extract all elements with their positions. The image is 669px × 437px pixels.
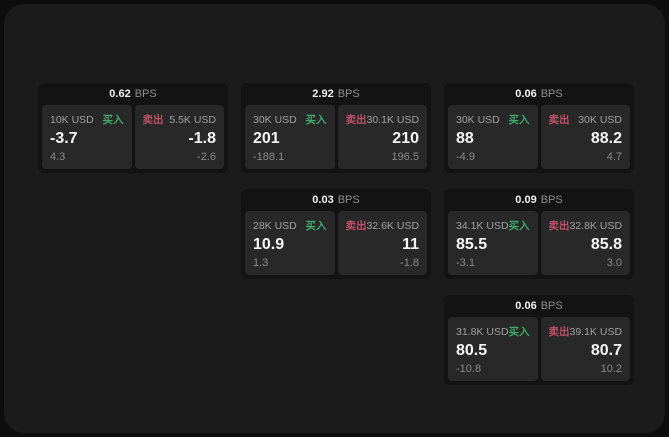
sell-notional: 32.8K USD xyxy=(569,220,623,232)
sell-notional: 30.1K USD xyxy=(366,114,420,126)
quote-card: 2.92 BPS 30K USD 买入 201 -188.1 卖出 xyxy=(241,83,431,173)
sell-delta: 10.2 xyxy=(600,363,622,375)
quote-panels: 30K USD 买入 88 -4.9 卖出 30K USD 88.2 4.7 xyxy=(448,105,630,169)
card-header: 0.03 BPS xyxy=(245,189,427,211)
buy-delta: 1.3 xyxy=(253,257,269,269)
buy-quote-tile[interactable]: 34.1K USD 买入 85.5 -3.1 xyxy=(448,211,538,275)
sell-price: 80.7 xyxy=(590,342,622,359)
sell-notional: 30K USD xyxy=(578,114,622,126)
sell-price: 88.2 xyxy=(590,130,622,147)
card-header: 0.06 BPS xyxy=(448,83,630,105)
sell-delta: 4.7 xyxy=(606,151,622,163)
bps-unit: BPS xyxy=(337,88,360,100)
sell-side-label: 卖出 xyxy=(345,220,367,232)
bps-unit: BPS xyxy=(540,88,563,100)
card-header: 2.92 BPS xyxy=(245,83,427,105)
buy-delta: -188.1 xyxy=(253,151,285,163)
buy-notional: 30K USD xyxy=(253,114,297,126)
buy-price: 85.5 xyxy=(456,236,488,253)
sell-delta: 3.0 xyxy=(606,257,622,269)
sell-notional: 5.5K USD xyxy=(169,114,216,126)
sell-delta: 196.5 xyxy=(391,151,419,163)
buy-delta: -3.1 xyxy=(456,257,475,269)
sell-quote-tile[interactable]: 卖出 5.5K USD -1.8 -2.6 xyxy=(134,105,224,169)
buy-price: -3.7 xyxy=(50,130,78,147)
buy-notional: 30K USD xyxy=(456,114,500,126)
bps-value: 0.06 xyxy=(515,88,537,100)
bps-value: 0.62 xyxy=(109,88,131,100)
buy-price: 10.9 xyxy=(253,236,285,253)
buy-notional: 28K USD xyxy=(253,220,297,232)
bps-value: 0.06 xyxy=(515,300,537,312)
bps-value: 2.92 xyxy=(312,88,334,100)
buy-price: 80.5 xyxy=(456,342,488,359)
buy-side-label: 买入 xyxy=(305,220,327,232)
quote-panels: 31.8K USD 买入 80.5 -10.8 卖出 39.1K USD 80.… xyxy=(448,317,630,381)
sell-side-label: 卖出 xyxy=(548,114,570,126)
quote-panels: 28K USD 买入 10.9 1.3 卖出 32.6K USD 11 -1.8 xyxy=(245,211,427,275)
sell-side-label: 卖出 xyxy=(345,114,367,126)
card-header: 0.62 BPS xyxy=(42,83,224,105)
sell-side-label: 卖出 xyxy=(548,220,570,232)
bps-unit: BPS xyxy=(540,300,563,312)
sell-price: 11 xyxy=(402,236,419,253)
quote-card: 0.03 BPS 28K USD 买入 10.9 1.3 卖出 xyxy=(241,189,431,279)
buy-delta: 4.3 xyxy=(50,151,66,163)
quote-card: 0.06 BPS 30K USD 买入 88 -4.9 卖出 xyxy=(444,83,634,173)
buy-side-label: 买入 xyxy=(508,326,530,338)
sell-quote-tile[interactable]: 卖出 39.1K USD 80.7 10.2 xyxy=(540,317,630,381)
quote-card: 0.09 BPS 34.1K USD 买入 85.5 -3.1 卖出 xyxy=(444,189,634,279)
sell-price: -1.8 xyxy=(188,130,216,147)
quote-panels: 30K USD 买入 201 -188.1 卖出 30.1K USD 210 1… xyxy=(245,105,427,169)
buy-side-label: 买入 xyxy=(508,114,530,126)
sell-side-label: 卖出 xyxy=(142,114,164,126)
quotes-panel: 0.62 BPS 10K USD 买入 -3.7 4.3 卖出 xyxy=(4,4,665,433)
sell-notional: 39.1K USD xyxy=(569,326,623,338)
buy-price: 88 xyxy=(456,130,474,147)
buy-quote-tile[interactable]: 30K USD 买入 88 -4.9 xyxy=(448,105,538,169)
sell-delta: -1.8 xyxy=(400,257,419,269)
bps-value: 0.09 xyxy=(515,194,537,206)
buy-delta: -10.8 xyxy=(456,363,482,375)
buy-side-label: 买入 xyxy=(102,114,124,126)
buy-price: 201 xyxy=(253,130,280,147)
sell-side-label: 卖出 xyxy=(548,326,570,338)
card-header: 0.06 BPS xyxy=(448,295,630,317)
buy-quote-tile[interactable]: 31.8K USD 买入 80.5 -10.8 xyxy=(448,317,538,381)
sell-price: 85.8 xyxy=(590,236,622,253)
buy-quote-tile[interactable]: 28K USD 买入 10.9 1.3 xyxy=(245,211,335,275)
buy-notional: 34.1K USD xyxy=(456,220,509,232)
quote-card: 0.62 BPS 10K USD 买入 -3.7 4.3 卖出 xyxy=(38,83,228,173)
sell-quote-tile[interactable]: 卖出 32.6K USD 11 -1.8 xyxy=(337,211,427,275)
buy-quote-tile[interactable]: 10K USD 买入 -3.7 4.3 xyxy=(42,105,132,169)
bps-unit: BPS xyxy=(134,88,157,100)
sell-quote-tile[interactable]: 卖出 32.8K USD 85.8 3.0 xyxy=(540,211,630,275)
sell-quote-tile[interactable]: 卖出 30K USD 88.2 4.7 xyxy=(540,105,630,169)
buy-quote-tile[interactable]: 30K USD 买入 201 -188.1 xyxy=(245,105,335,169)
bps-unit: BPS xyxy=(540,194,563,206)
sell-delta: -2.6 xyxy=(197,151,216,163)
quote-card-grid: 0.62 BPS 10K USD 买入 -3.7 4.3 卖出 xyxy=(38,83,634,385)
buy-delta: -4.9 xyxy=(456,151,475,163)
card-header: 0.09 BPS xyxy=(448,189,630,211)
buy-side-label: 买入 xyxy=(305,114,327,126)
sell-price: 210 xyxy=(392,130,419,147)
buy-notional: 10K USD xyxy=(50,114,94,126)
bps-unit: BPS xyxy=(337,194,360,206)
bps-value: 0.03 xyxy=(312,194,334,206)
quote-panels: 10K USD 买入 -3.7 4.3 卖出 5.5K USD -1.8 -2.… xyxy=(42,105,224,169)
buy-side-label: 买入 xyxy=(508,220,530,232)
quote-panels: 34.1K USD 买入 85.5 -3.1 卖出 32.8K USD 85.8… xyxy=(448,211,630,275)
sell-notional: 32.6K USD xyxy=(366,220,420,232)
sell-quote-tile[interactable]: 卖出 30.1K USD 210 196.5 xyxy=(337,105,427,169)
quote-card: 0.06 BPS 31.8K USD 买入 80.5 -10.8 卖 xyxy=(444,295,634,385)
buy-notional: 31.8K USD xyxy=(456,326,509,338)
